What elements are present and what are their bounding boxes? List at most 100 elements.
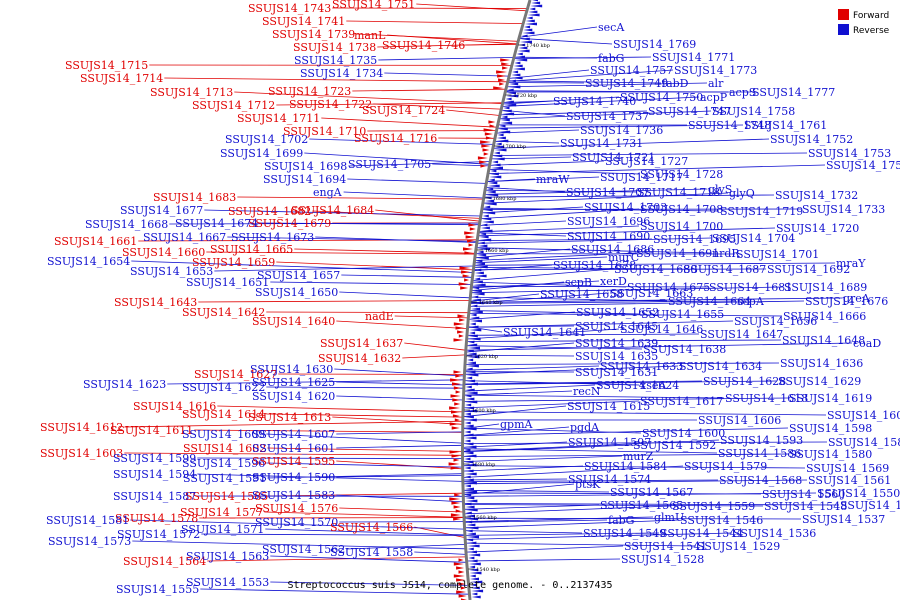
label-connector — [339, 508, 464, 512]
gene-label: SSUJS14_1568 — [719, 474, 802, 487]
reverse-gene-mark — [465, 458, 471, 461]
gene-label: SSUJS14_1581 — [46, 514, 129, 527]
reverse-gene-mark — [465, 446, 477, 449]
reverse-gene-mark — [523, 29, 532, 32]
gene-label: SSUJS14_1603 — [40, 447, 123, 460]
gene-label: SSUJS14_1608 — [827, 409, 900, 422]
forward-gene-mark — [451, 513, 461, 516]
reverse-gene-mark — [467, 371, 476, 374]
gene-label: SSUJS14_1736 — [580, 124, 663, 137]
gene-label: SSUJS14_1613 — [248, 411, 331, 424]
reverse-gene-mark — [492, 164, 501, 167]
gene-label: SSUJS14_1619 — [789, 392, 872, 405]
reverse-gene-mark — [465, 440, 471, 443]
gene-label: SSUJS14_1549 — [583, 527, 666, 540]
forward-gene-mark — [464, 278, 469, 281]
label-connector — [481, 207, 583, 213]
reverse-gene-mark — [498, 134, 504, 137]
forward-gene-mark — [478, 156, 488, 159]
reverse-gene-mark — [476, 266, 488, 269]
label-connector — [346, 21, 523, 24]
label-connector — [402, 355, 465, 358]
gene-label: SSUJS14_1577 — [180, 506, 263, 519]
gene-label: SSUJS14_1646 — [620, 323, 703, 336]
gene-label: SSUJS14_1583 — [252, 489, 335, 502]
forward-gene-mark — [459, 318, 465, 321]
gene-label: SSUJS14_1624 — [596, 379, 679, 392]
reverse-gene-mark — [465, 467, 471, 470]
gene-label: SSUJS14_1548 — [764, 500, 847, 513]
reverse-gene-mark — [500, 122, 512, 125]
label-connector — [336, 396, 463, 400]
reverse-gene-mark — [475, 275, 487, 278]
reverse-gene-mark — [482, 221, 494, 224]
reverse-gene-mark — [490, 173, 499, 176]
genome-caption: Streptococcus suis JS14, complete genome… — [287, 580, 612, 591]
gene-label: SSUJS14_1722 — [289, 98, 372, 111]
gene-label: SSUJS14_1691 — [636, 247, 719, 260]
gene-label: SSUJS14_1628 — [703, 375, 786, 388]
reverse-gene-mark — [532, 0, 538, 1]
reverse-gene-mark — [514, 62, 520, 65]
gene-label: SSUJS14_1704 — [712, 232, 795, 245]
gene-label: SSUJS14_1630 — [250, 363, 333, 376]
reverse-gene-mark — [502, 116, 508, 119]
forward-gene-mark — [454, 505, 461, 508]
reverse-gene-mark — [491, 167, 503, 170]
reverse-gene-mark — [469, 332, 475, 335]
reverse-gene-mark — [466, 524, 475, 527]
reverse-gene-mark — [468, 545, 480, 548]
forward-gene-mark — [484, 128, 494, 131]
reverse-gene-mark — [513, 68, 525, 71]
forward-gene-mark — [454, 322, 465, 325]
reverse-gene-mark — [465, 425, 474, 428]
reverse-gene-mark — [468, 557, 474, 560]
label-connector — [336, 445, 462, 448]
forward-gene-mark — [469, 243, 474, 246]
gene-label: xseA — [640, 379, 667, 392]
kbp-tick-label: 1700 kbp — [502, 144, 526, 150]
legend-forward-label: Forward — [853, 11, 889, 21]
label-connector — [336, 432, 462, 434]
forward-gene-mark — [451, 410, 460, 413]
reverse-gene-mark — [531, 2, 540, 5]
gene-label: SSUJS14_1719 — [720, 205, 803, 218]
forward-gene-mark — [481, 144, 490, 147]
gene-label: SSUJS14_1544 — [660, 527, 743, 540]
reverse-gene-mark — [530, 5, 542, 8]
reverse-gene-mark — [467, 365, 479, 368]
kbp-tick-label: 1660 kbp — [485, 248, 509, 254]
reverse-gene-mark — [488, 182, 497, 185]
gene-label: SSUJS14_1718 — [637, 186, 720, 199]
gene-label: SSUJS14_1634 — [679, 360, 762, 373]
reverse-gene-mark — [465, 473, 477, 476]
gene-label: SSUJS14_1665 — [210, 243, 293, 256]
gene-label: SSUJS14_1673 — [231, 231, 314, 244]
gene-label: SSUJS14_1570 — [255, 516, 338, 529]
reverse-gene-mark — [467, 359, 473, 362]
reverse-gene-mark — [511, 77, 523, 80]
gene-label: SSUJS14_1593 — [720, 434, 803, 447]
label-connector — [384, 73, 509, 76]
gene-label: SSUJS14_1566 — [330, 521, 413, 534]
reverse-gene-mark — [469, 563, 481, 566]
label-connector — [465, 531, 582, 533]
gene-label: mraW — [536, 173, 570, 186]
kbp-tick-label: 1560 kbp — [473, 515, 497, 521]
genome-map: 1740 kbp1720 kbp1700 kbp1680 kbp1660 kbp… — [0, 0, 900, 600]
reverse-gene-mark — [470, 575, 476, 578]
reverse-gene-mark — [483, 215, 489, 218]
gene-label: greA — [843, 292, 871, 305]
label-connector — [464, 391, 573, 395]
forward-gene-mark — [452, 398, 460, 401]
gene-label: SSUJS14_1561 — [808, 474, 891, 487]
forward-gene-mark — [456, 566, 464, 569]
reverse-gene-mark — [466, 383, 478, 386]
gene-label: SSUJS14_1714 — [80, 72, 163, 85]
label-connector — [334, 369, 464, 376]
forward-gene-mark — [485, 132, 493, 135]
reverse-gene-mark — [527, 17, 533, 20]
gene-label: coaD — [853, 337, 881, 350]
gene-label: SSUJS14_1590 — [252, 471, 335, 484]
forward-gene-mark — [479, 160, 487, 163]
